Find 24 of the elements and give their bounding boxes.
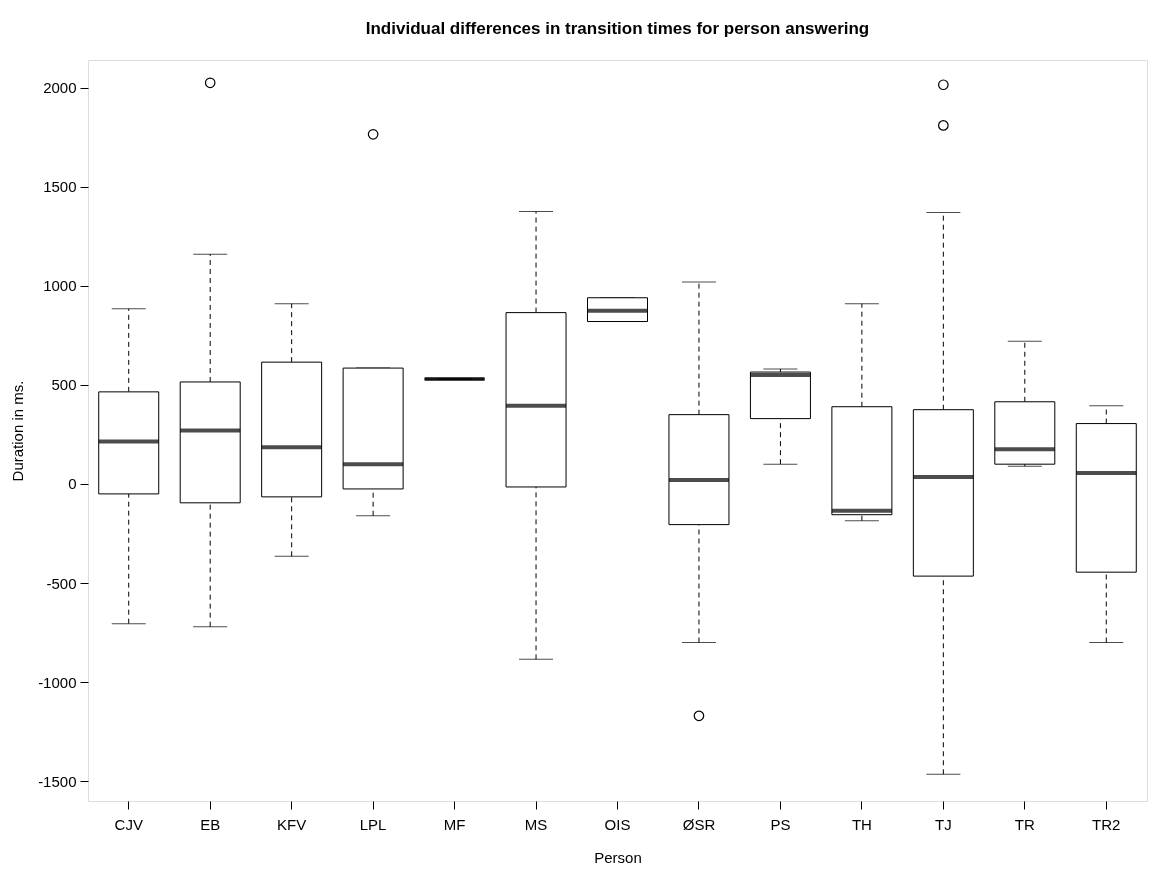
- x-tick-label: MS: [524, 815, 548, 833]
- x-tick-label: MF: [443, 815, 466, 833]
- y-tick-label: 2000: [43, 79, 77, 97]
- y-tick-label: 1000: [43, 277, 77, 295]
- y-tick-label: -1000: [38, 673, 77, 691]
- x-tick-label: TR2: [1092, 815, 1121, 833]
- x-tick-label: EB: [200, 815, 221, 833]
- y-tick-label: 1500: [43, 178, 77, 196]
- x-tick-label: LPL: [359, 815, 387, 833]
- y-tick-label: 0: [68, 475, 77, 493]
- x-axis-title: Person: [594, 848, 642, 866]
- y-tick-label: -500: [46, 574, 77, 592]
- y-tick-label: 500: [51, 376, 77, 394]
- chart-title: Individual differences in transition times for person answering: [365, 19, 870, 38]
- x-tick-label: PS: [770, 815, 791, 833]
- x-tick-label: OIS: [604, 815, 631, 833]
- x-tick-label: TH: [851, 815, 872, 833]
- y-axis-title: Duration in ms.: [9, 380, 27, 482]
- x-tick-label: TR: [1014, 815, 1035, 833]
- x-tick-label: ØSR: [682, 815, 716, 833]
- y-tick-label: -1500: [38, 772, 77, 790]
- x-tick-label: KFV: [277, 815, 307, 833]
- x-tick-label: TJ: [935, 815, 952, 833]
- x-tick-label: CJV: [114, 815, 143, 833]
